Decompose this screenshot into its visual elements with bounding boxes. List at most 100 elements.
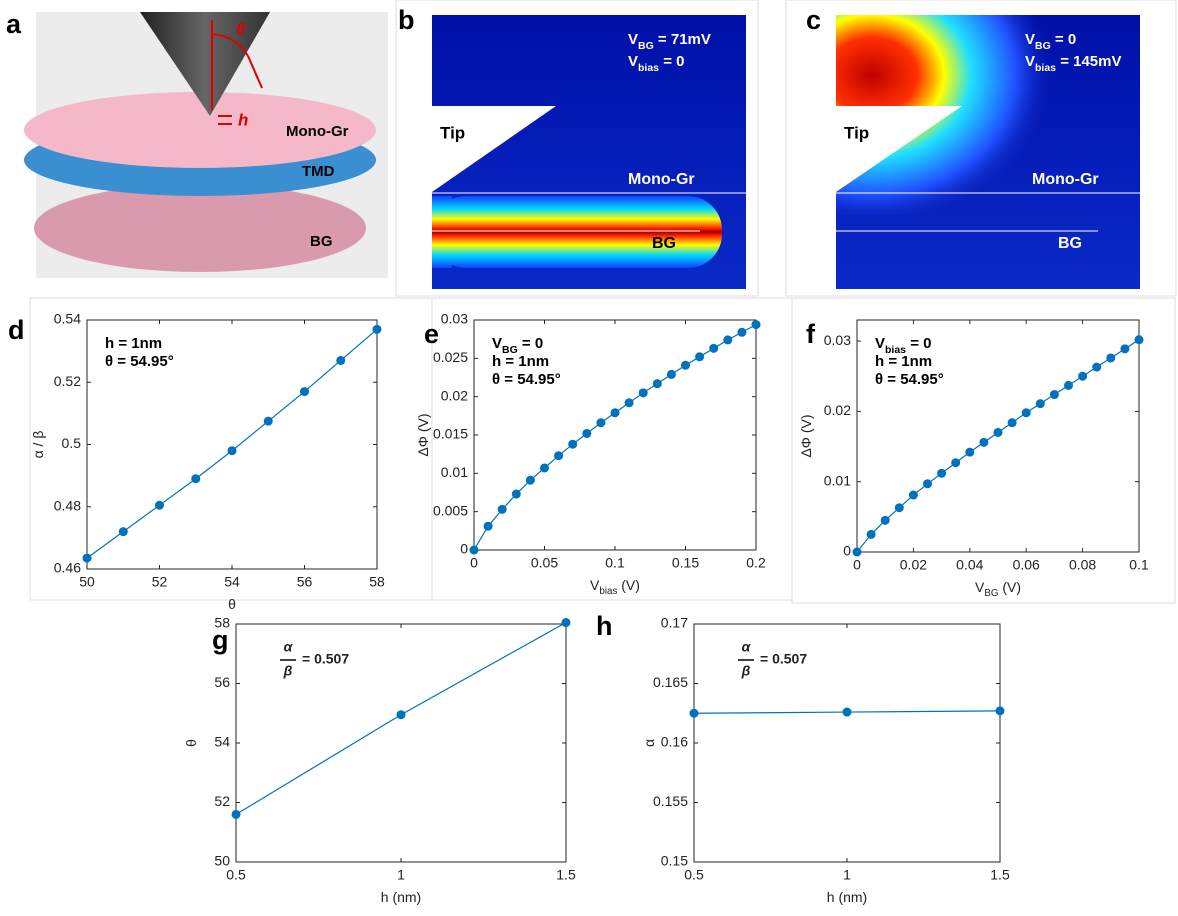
panel-label: e <box>424 319 439 349</box>
x-tick-label: 0.02 <box>900 557 927 573</box>
annotation-part: h = 1nm <box>492 353 549 370</box>
x-tick-label: 56 <box>297 574 313 590</box>
data-point <box>923 479 932 488</box>
data-point <box>568 440 577 449</box>
data-point <box>979 438 988 447</box>
panel-label: a <box>6 9 22 39</box>
annotation-part: = 0 <box>659 53 684 70</box>
y-axis-label-part: θ <box>183 739 199 747</box>
annotation-part: V <box>1025 31 1035 48</box>
y-tick-label: 0.52 <box>54 373 81 389</box>
y-tick-label: 0.16 <box>661 734 688 750</box>
y-tick-label: 0.01 <box>441 464 468 480</box>
annotation-part: = 0 <box>906 335 931 352</box>
x-axis-label-part: (V) <box>998 579 1021 595</box>
data-point <box>937 469 946 478</box>
data-point <box>470 546 479 555</box>
bg-label: BG <box>652 235 676 252</box>
layer-label: Mono-Gr <box>286 123 349 140</box>
annotation-part: h = 1nm <box>105 335 162 352</box>
y-tick-label: 0.46 <box>54 560 81 576</box>
x-tick-label: 1.5 <box>990 867 1010 883</box>
y-tick-label: 0.48 <box>54 497 81 513</box>
annotation-part: BG <box>1035 40 1051 52</box>
data-point <box>611 408 620 417</box>
x-tick-label: 0.1 <box>1129 557 1149 573</box>
annotation-part: V <box>1025 53 1035 70</box>
y-tick-label: 0.01 <box>824 472 851 488</box>
x-axis-label-part: (V) <box>617 577 640 593</box>
x-tick-label: 0.05 <box>531 555 558 571</box>
y-tick-label: 0.005 <box>433 502 468 518</box>
y-tick-label: 0.17 <box>661 615 688 631</box>
gap-label: h <box>238 110 248 129</box>
data-point <box>1120 344 1129 353</box>
data-point <box>191 474 200 483</box>
annotation-part: = 71mV <box>654 31 711 48</box>
fraction-num: α <box>742 639 752 655</box>
data-point <box>540 463 549 472</box>
data-point <box>752 320 761 329</box>
mono-gr-label: Mono-Gr <box>1032 171 1099 188</box>
data-point <box>994 428 1003 437</box>
data-point <box>582 429 591 438</box>
x-tick-label: 0.08 <box>1069 557 1096 573</box>
panel-b <box>432 15 746 289</box>
angle-label: θ <box>236 19 246 38</box>
data-point <box>526 476 535 485</box>
y-axis-label: α / β <box>30 431 46 459</box>
data-point <box>1092 363 1101 372</box>
x-axis-label: Vbias (V) <box>590 577 640 597</box>
data-point <box>723 335 732 344</box>
data-point <box>1036 399 1045 408</box>
x-tick-label: 50 <box>79 574 95 590</box>
data-point <box>119 527 128 536</box>
tip-label: Tip <box>844 123 869 142</box>
data-point <box>554 451 563 460</box>
data-point <box>484 522 493 531</box>
y-tick-label: 0.15 <box>661 853 688 869</box>
panel-label: g <box>212 625 229 655</box>
annotation-part: = 0 <box>518 335 543 352</box>
x-axis-label: h (nm) <box>381 889 421 905</box>
data-point <box>667 370 676 379</box>
annotation: θ = 54.95° <box>875 371 944 388</box>
y-axis-label-part: α <box>641 739 657 747</box>
annotation-part: BG <box>638 40 654 52</box>
data-point <box>1106 353 1115 362</box>
data-point <box>625 398 634 407</box>
y-tick-label: 52 <box>214 793 230 809</box>
panel-a <box>24 12 388 278</box>
data-point <box>996 706 1005 715</box>
y-axis-label: α <box>641 739 657 747</box>
data-point <box>1022 408 1031 417</box>
data-point <box>562 618 571 627</box>
x-axis-label-part: θ <box>228 596 236 612</box>
annotation-part: bias <box>1035 62 1056 74</box>
annotation-part: V <box>628 31 638 48</box>
y-axis-label-part: ΔΦ (V) <box>798 414 814 457</box>
panel-label: b <box>398 5 415 35</box>
annotation-part: bias <box>638 62 659 74</box>
x-axis-label-part: h (nm) <box>381 889 421 905</box>
data-point <box>498 505 507 514</box>
data-point <box>373 325 382 334</box>
data-point <box>853 548 862 557</box>
panel-label: c <box>806 5 821 35</box>
annotation: θ = 54.95° <box>492 371 561 388</box>
y-axis-label-part: α / β <box>30 431 46 459</box>
x-axis-label-part: BG <box>984 588 998 599</box>
x-tick-label: 52 <box>152 574 168 590</box>
x-tick-label: 1 <box>397 867 405 883</box>
y-tick-label: 50 <box>214 853 230 869</box>
data-point <box>155 501 164 510</box>
annotation: h = 1nm <box>105 335 162 352</box>
x-axis-label: θ <box>228 596 236 612</box>
annotation-part: = 0 <box>1051 31 1076 48</box>
bg-label: BG <box>1058 235 1082 252</box>
layer-label: BG <box>310 233 333 250</box>
data-point <box>1064 381 1073 390</box>
x-tick-label: 1.5 <box>556 867 576 883</box>
y-tick-label: 0 <box>460 541 468 557</box>
mono-gr-label: Mono-Gr <box>628 171 695 188</box>
